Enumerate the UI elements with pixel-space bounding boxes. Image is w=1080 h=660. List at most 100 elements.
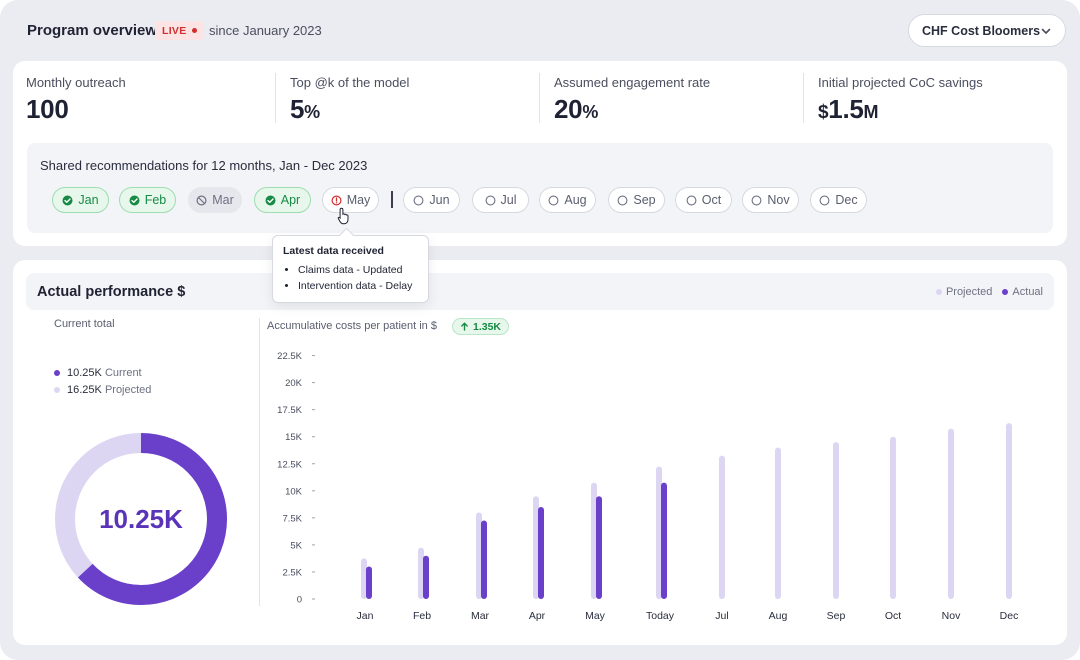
- empty-circle-icon: [819, 195, 830, 205]
- program-select-value: CHF Cost Bloomers: [922, 23, 1041, 38]
- recommendations-title: Shared recommendations for 12 months, Ja…: [40, 158, 368, 173]
- performance-title: Actual performance $: [37, 284, 186, 300]
- bar-projected-dec: [1006, 423, 1012, 599]
- projected-dot-icon: [935, 289, 942, 295]
- month-pill-label: Jan: [78, 193, 99, 207]
- stat-label: Initial projected CoC savings: [818, 75, 983, 90]
- check-circle-icon: [129, 195, 140, 205]
- projected-dot-icon: [54, 387, 60, 393]
- stat-number: 1.5: [828, 94, 864, 124]
- donut-legend-current: 10.25K Current: [54, 367, 142, 379]
- month-pill-label: Dec: [835, 193, 858, 207]
- check-circle-icon: [62, 195, 73, 205]
- x-tick-label: Mar: [471, 610, 490, 622]
- month-pill-label: Oct: [701, 193, 722, 207]
- y-tick-label: 15K: [285, 432, 303, 443]
- bar-actual-apr: [538, 507, 544, 599]
- month-pill-jan[interactable]: Jan: [52, 187, 109, 213]
- empty-circle-icon: [413, 195, 424, 205]
- stat-unit: %: [304, 102, 320, 122]
- stat-label: Monthly outreach: [26, 75, 126, 90]
- x-tick-label: Dec: [1000, 610, 1019, 622]
- stat-engagement-rate: Assumed engagement rate 20%: [554, 75, 710, 125]
- live-dot-icon: [191, 28, 197, 33]
- current-total-donut: 10.25K: [55, 433, 227, 605]
- live-label: LIVE: [162, 24, 187, 37]
- legend-label: Projected: [945, 286, 993, 298]
- y-tick-label: 17.5K: [277, 405, 302, 416]
- month-pill-nov[interactable]: Nov: [742, 187, 799, 213]
- month-pill-oct[interactable]: Oct: [675, 187, 732, 213]
- month-pill-may[interactable]: May: [322, 187, 379, 213]
- since-date: since January 2023: [209, 23, 322, 38]
- bar-projected-oct: [890, 436, 896, 599]
- empty-circle-icon: [548, 195, 559, 205]
- stat-label: Assumed engagement rate: [554, 75, 711, 90]
- month-pill-sep[interactable]: Sep: [608, 187, 665, 213]
- donut-legend-label: Projected: [104, 384, 152, 396]
- bar-projected-feb: [418, 547, 424, 599]
- bar-projected-nov: [948, 428, 954, 599]
- bar-projected-mar: [476, 512, 482, 599]
- current-total-label: Current total: [54, 318, 115, 330]
- chevron-down-icon: [1041, 28, 1051, 34]
- month-pill-dec[interactable]: Dec: [810, 187, 867, 213]
- empty-circle-icon: [686, 195, 697, 205]
- bar-actual-jan: [366, 566, 372, 599]
- bar-actual-may: [596, 496, 602, 599]
- alert-circle-icon: [331, 194, 342, 206]
- program-select[interactable]: CHF Cost Bloomers: [908, 14, 1066, 47]
- month-pill-apr[interactable]: Apr: [254, 187, 311, 213]
- x-tick-label: Nov: [942, 610, 961, 622]
- x-tick-label: Jan: [357, 610, 374, 622]
- y-tick-label: 10K: [285, 486, 303, 497]
- stat-value: $1.5M: [818, 94, 983, 125]
- donut-legend-projected: 16.25K Projected: [54, 384, 151, 396]
- x-tick-label: Today: [646, 610, 675, 622]
- bar-projected-jan: [361, 558, 367, 599]
- x-tick-label: Apr: [529, 610, 546, 622]
- bar-projected-jul: [719, 455, 725, 599]
- tooltip-list: Claims data - Updated Intervention data …: [298, 263, 412, 294]
- month-pill-jun[interactable]: Jun: [403, 187, 460, 213]
- donut-legend-value: 16.25K: [67, 384, 102, 396]
- legend-projected: Projected: [935, 286, 993, 298]
- month-pill-aug[interactable]: Aug: [539, 187, 596, 213]
- x-tick-label: Feb: [413, 610, 431, 622]
- actual-dot-icon: [1002, 289, 1009, 295]
- month-pill-jul[interactable]: Jul: [472, 187, 529, 213]
- cost-bar-chart: 0 2.5K 5K 7.5K 10K 12.5K 15K 17.5K 20K 22.5K Jan Fe…: [277, 351, 1019, 622]
- stat-value: 100: [26, 94, 126, 125]
- stat-value: 20%: [554, 94, 710, 125]
- bar-actual-mar: [481, 520, 487, 599]
- current-dot-icon: [54, 370, 60, 376]
- month-pill-label: May: [346, 193, 371, 207]
- y-tick-label: 0: [297, 595, 302, 606]
- stat-unit: %: [582, 102, 599, 122]
- blocked-icon: [196, 194, 207, 206]
- legend-label: Actual: [1012, 286, 1043, 298]
- performance-header: Actual performance $ Projected Actual: [26, 273, 1054, 310]
- month-pill-label: Jul: [500, 193, 517, 207]
- month-pill-label: Mar: [212, 193, 234, 207]
- month-pill-feb[interactable]: Feb: [119, 187, 176, 213]
- legend-actual: Actual: [1002, 286, 1043, 298]
- stat-number: 5: [290, 94, 305, 124]
- x-tick-label: Sep: [827, 610, 846, 622]
- month-pill-label: Jun: [429, 193, 450, 207]
- month-pill-label: Feb: [144, 193, 167, 207]
- donut-legend-label: Current: [104, 367, 142, 379]
- stat-prefix: $: [818, 102, 829, 123]
- program-stats-card: Monthly outreach 100 Top @k of the model…: [13, 61, 1067, 246]
- month-pill-mar[interactable]: Mar: [188, 187, 242, 213]
- stat-value: 5%: [290, 94, 409, 125]
- actual-performance-card: Actual performance $ Projected Actual Cu…: [13, 260, 1067, 645]
- growth-badge: 1.35K: [452, 318, 510, 335]
- chart-caption: Accumulative costs per patient in $: [267, 320, 437, 332]
- bar-projected-apr: [533, 496, 539, 599]
- month-pill-label: Sep: [633, 193, 656, 207]
- y-tick-label: 5K: [290, 540, 302, 551]
- divider: [259, 318, 260, 606]
- tooltip-item: Intervention data - Delay: [298, 279, 412, 295]
